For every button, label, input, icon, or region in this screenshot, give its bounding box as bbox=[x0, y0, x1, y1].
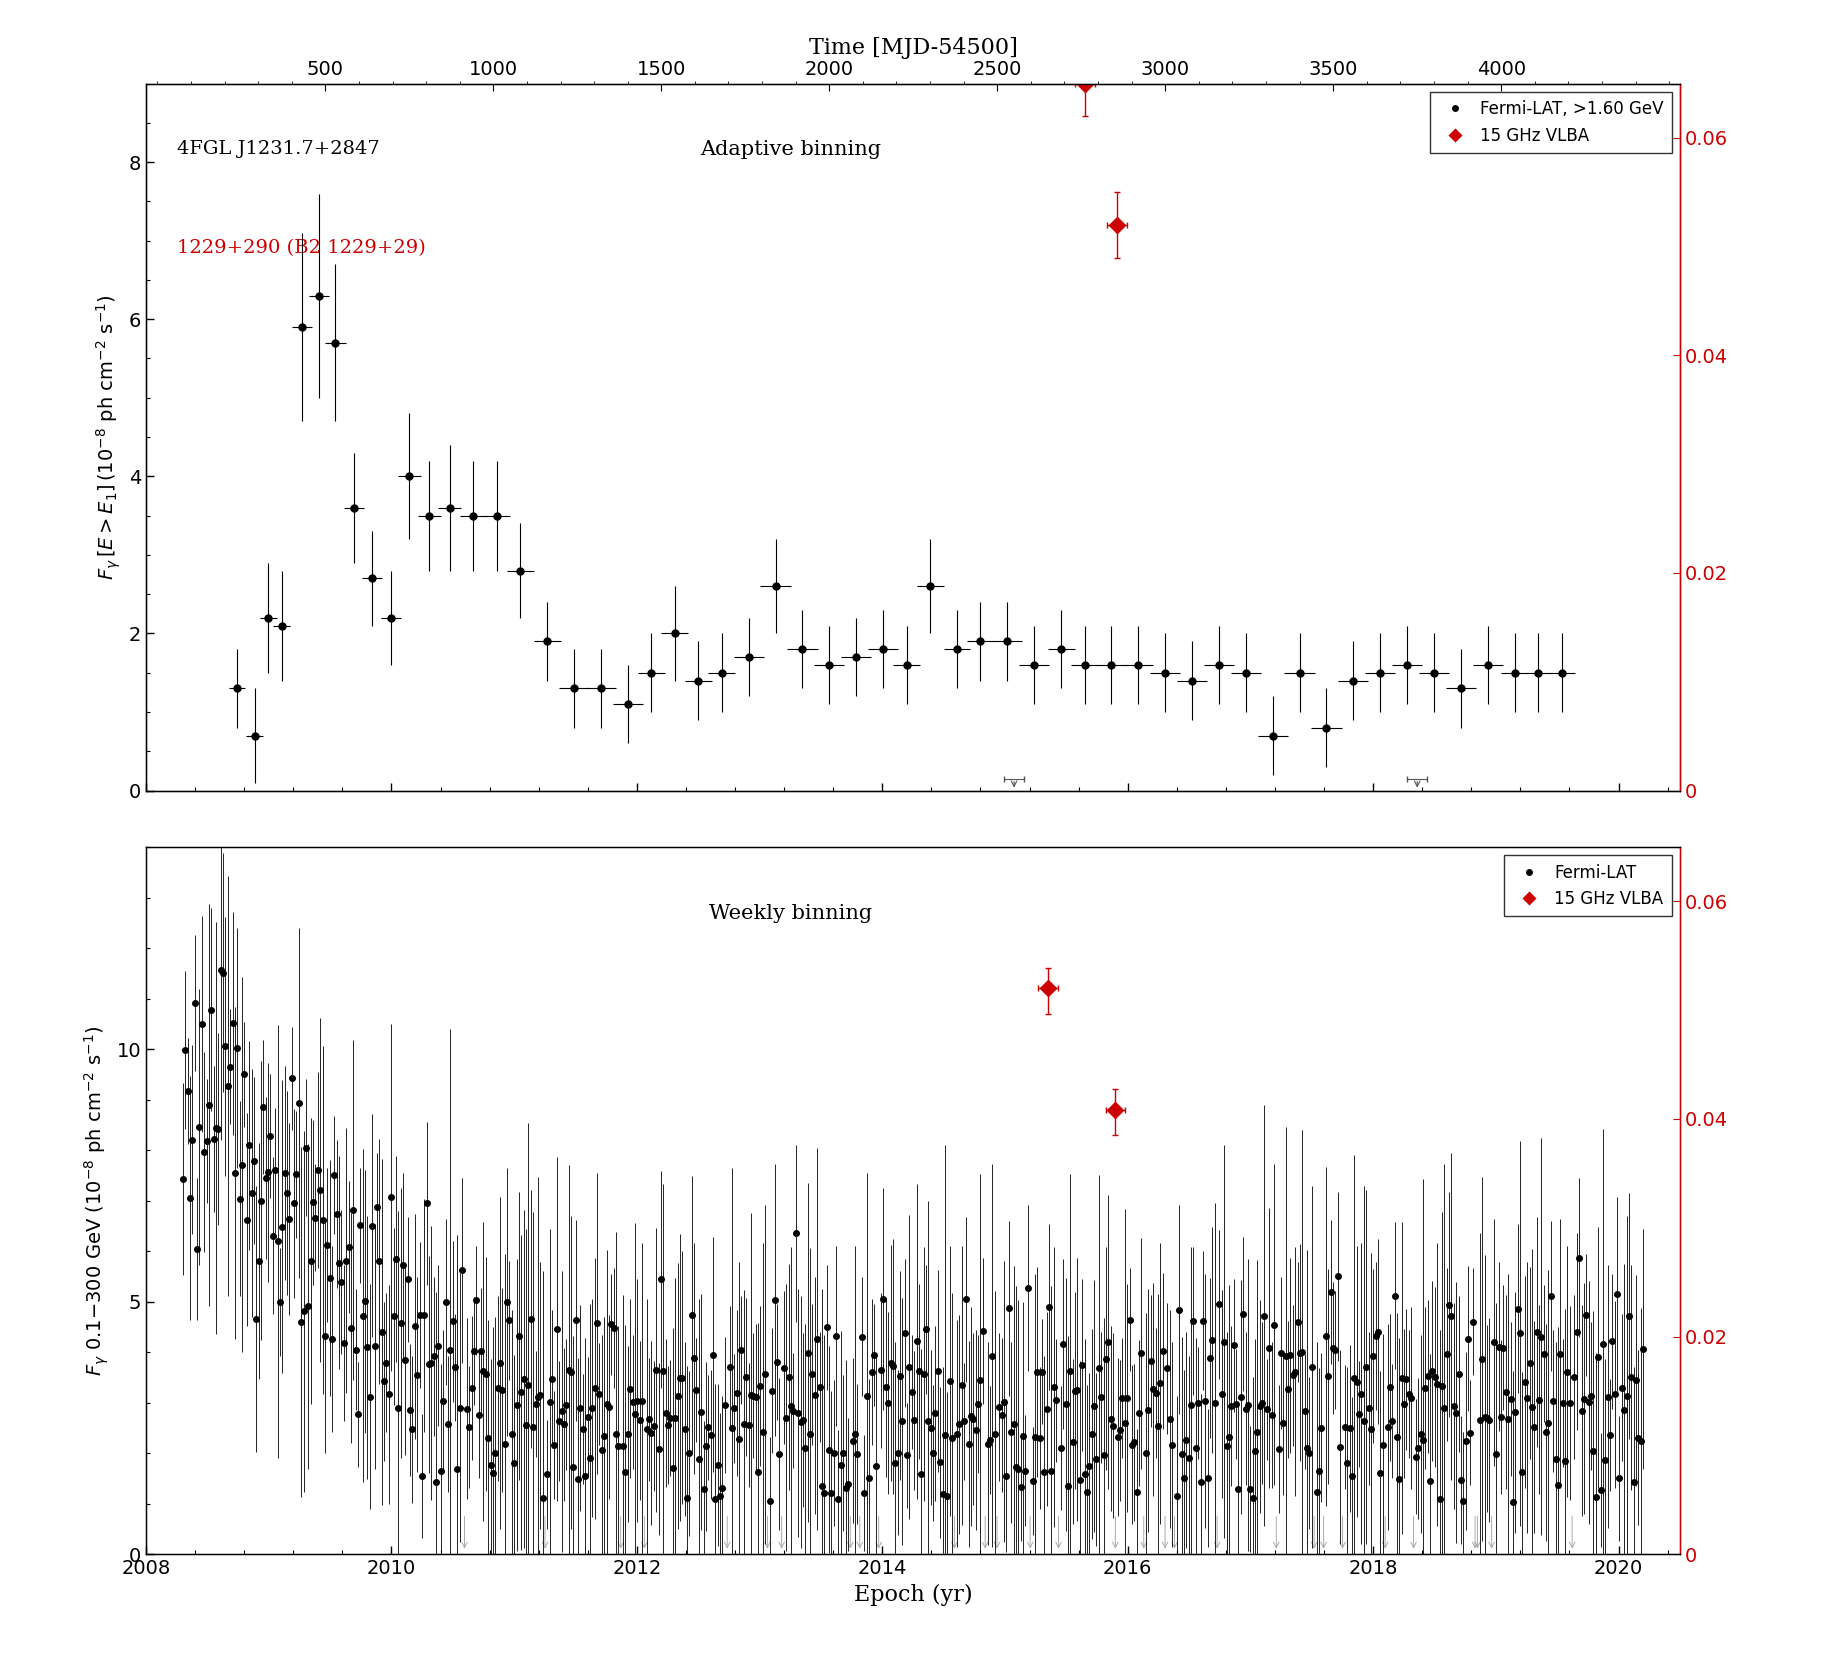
Legend: Fermi-LAT, >1.60 GeV, 15 GHz VLBA: Fermi-LAT, >1.60 GeV, 15 GHz VLBA bbox=[1430, 92, 1671, 152]
X-axis label: Epoch (yr): Epoch (yr) bbox=[855, 1584, 971, 1606]
Y-axis label: $F_\gamma\,[E>E_1]\,(10^{-8}\ \mathrm{ph\ cm^{-2}\ s^{-1}})$: $F_\gamma\,[E>E_1]\,(10^{-8}\ \mathrm{ph… bbox=[95, 294, 124, 580]
Text: 1229+290 (B2 1229+29): 1229+290 (B2 1229+29) bbox=[177, 239, 425, 257]
X-axis label: Time [MJD-54500]: Time [MJD-54500] bbox=[809, 37, 1017, 58]
Text: 4FGL J1231.7+2847: 4FGL J1231.7+2847 bbox=[177, 140, 380, 159]
Y-axis label: $F_\gamma\ 0.1\mathrm{-}300\ \mathrm{GeV}\ (10^{-8}\ \mathrm{ph\ cm^{-2}\ s^{-1}: $F_\gamma\ 0.1\mathrm{-}300\ \mathrm{GeV… bbox=[82, 1026, 111, 1375]
Legend: Fermi-LAT, 15 GHz VLBA: Fermi-LAT, 15 GHz VLBA bbox=[1505, 856, 1671, 916]
Text: Adaptive binning: Adaptive binning bbox=[699, 140, 880, 159]
Text: Weekly binning: Weekly binning bbox=[708, 904, 871, 922]
